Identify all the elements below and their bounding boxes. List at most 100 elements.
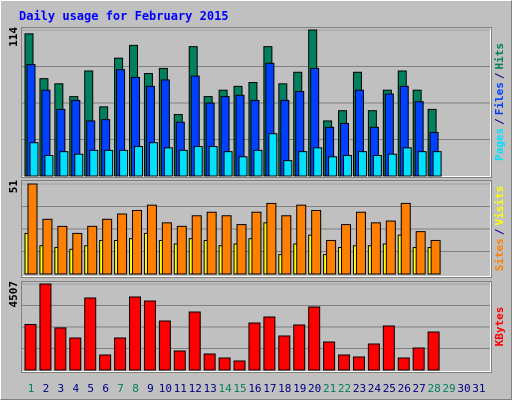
x-tick-label: 1 (28, 382, 35, 395)
bar (370, 222, 381, 275)
bar (328, 156, 338, 177)
bar (146, 204, 157, 275)
bar (352, 356, 365, 371)
y-tick-label: 4507 (7, 281, 20, 308)
bar (74, 153, 84, 177)
bar (313, 147, 323, 177)
bar (251, 211, 262, 275)
bar (132, 209, 143, 275)
bar (430, 239, 441, 275)
x-tick-label: 15 (233, 382, 246, 395)
x-tick-label: 18 (278, 382, 291, 395)
bar (87, 225, 98, 275)
bar (311, 209, 322, 275)
bar (278, 335, 291, 371)
legend-separator: / (493, 72, 506, 79)
panel-bevel (22, 28, 491, 177)
bar (397, 357, 410, 371)
x-tick-label: 25 (383, 382, 396, 395)
x-tick-label: 9 (147, 382, 154, 395)
bar (417, 151, 427, 177)
bar (238, 156, 248, 177)
x-tick-label: 16 (248, 382, 261, 395)
x-tick-label: 20 (308, 382, 321, 395)
bar (427, 331, 440, 371)
x-tick-label: 4 (72, 382, 79, 395)
x-tick-label: 13 (204, 382, 217, 395)
bar (233, 360, 246, 371)
bar (308, 306, 321, 371)
bar (24, 323, 37, 371)
bar (176, 225, 187, 275)
legend-entry: Pages (493, 128, 506, 161)
x-tick-label: 3 (58, 382, 65, 395)
bar (117, 213, 128, 275)
legend-entry: Files (493, 82, 506, 115)
bar (432, 151, 442, 177)
bar (193, 146, 203, 177)
panel-bevel (22, 282, 491, 372)
bar (293, 324, 306, 371)
bar (69, 337, 82, 371)
x-tick-label: 21 (323, 382, 336, 395)
bar (357, 151, 367, 177)
bar (158, 320, 171, 371)
bar (161, 222, 172, 275)
bar (57, 225, 68, 275)
bar (203, 353, 216, 371)
y-tick-label: 51 (7, 180, 20, 194)
bar (102, 218, 113, 275)
x-tick-label: 5 (87, 382, 94, 395)
chart-title: Daily usage for February 2015 (19, 9, 229, 23)
x-tick-label: 17 (263, 382, 276, 395)
x-tick-label: 11 (174, 382, 187, 395)
bar (382, 325, 395, 371)
x-tick-label: 31 (472, 382, 485, 395)
bar (223, 151, 233, 177)
bar (268, 133, 278, 177)
bar (119, 149, 129, 177)
legend-separator: / (493, 118, 506, 125)
bar (372, 155, 382, 177)
bar (263, 316, 276, 371)
bar (343, 155, 353, 177)
y-tick-label: 114 (7, 27, 20, 47)
legend: Sites / Visits (493, 186, 506, 272)
x-tick-label: 27 (413, 382, 426, 395)
bar (143, 300, 156, 371)
bar (27, 183, 38, 275)
legend-entry: Hits (493, 43, 506, 70)
x-tick-label: 23 (353, 382, 366, 395)
legend: Pages / Files / Hits (493, 43, 506, 161)
legend-entry: Visits (493, 186, 506, 226)
x-tick-label: 10 (159, 382, 172, 395)
bar (266, 202, 277, 275)
bar (355, 211, 366, 275)
bar (341, 224, 352, 275)
bar (42, 218, 53, 275)
bar (188, 311, 201, 371)
legend-entry: Sites (493, 238, 506, 271)
bar (84, 297, 97, 371)
legend-separator: / (493, 228, 506, 235)
x-tick-label: 12 (189, 382, 202, 395)
bar (236, 224, 247, 275)
bar (412, 347, 425, 371)
x-tick-label: 7 (117, 382, 124, 395)
bar (39, 283, 52, 371)
x-tick-label: 30 (457, 382, 470, 395)
bar (387, 153, 397, 177)
bar (221, 215, 232, 275)
bar (178, 149, 188, 177)
bar (99, 354, 112, 371)
bar (129, 296, 142, 371)
bar (191, 215, 202, 275)
x-tick-label: 14 (218, 382, 232, 395)
x-tick-label: 22 (338, 382, 351, 395)
bar (104, 149, 114, 177)
bar (89, 149, 99, 177)
panel-bevel (22, 181, 491, 277)
bar (114, 337, 127, 371)
